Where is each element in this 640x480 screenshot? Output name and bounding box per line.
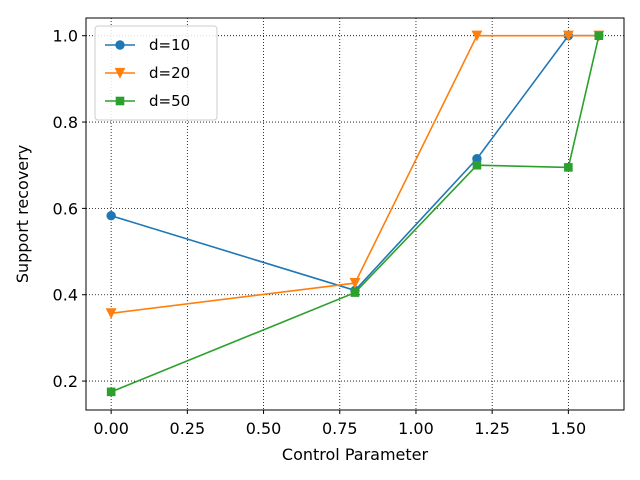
- legend-entry: d=10: [105, 36, 190, 54]
- legend-entry: d=20: [105, 64, 190, 82]
- data-point: [564, 163, 573, 172]
- x-tick-label: 1.25: [474, 419, 510, 438]
- series-d=50: [106, 31, 604, 397]
- axis-ticks: 0.00 0.25 0.50 0.75 1.00 1.25 1.50 0.2 0.4 0.6 0.8…: [53, 27, 587, 438]
- legend-marker: [115, 40, 125, 50]
- plot-frame: [85, 17, 625, 411]
- data-point: [106, 387, 116, 397]
- legend-entry: d=50: [105, 92, 190, 110]
- data-point: [106, 211, 116, 221]
- y-tick-label: 0.8: [53, 113, 78, 132]
- data-point: [105, 308, 117, 320]
- x-tick-label: 0.50: [246, 419, 282, 438]
- legend-label: d=50: [149, 92, 190, 110]
- y-tick-label: 0.6: [53, 199, 78, 218]
- y-tick-label: 1.0: [53, 27, 78, 46]
- legend: d=10 d=20 d=50: [94, 25, 218, 121]
- x-tick-label: 1.50: [551, 419, 587, 438]
- y-tick-label: 0.4: [53, 286, 78, 305]
- x-axis-label: Control Parameter: [282, 445, 429, 464]
- legend-label: d=10: [149, 36, 190, 54]
- data-point: [350, 288, 360, 297]
- x-tick-label: 0.75: [322, 419, 358, 438]
- y-tick-label: 0.2: [53, 372, 78, 391]
- data-point: [594, 31, 604, 41]
- y-axis-label: Support recovery: [13, 145, 32, 283]
- series-lines: [105, 30, 605, 397]
- legend-label: d=20: [149, 64, 190, 82]
- legend-marker: [115, 96, 125, 106]
- data-point: [471, 30, 483, 42]
- data-point: [562, 30, 574, 42]
- legend-marker: [114, 67, 126, 79]
- legend-box: [94, 25, 218, 121]
- x-tick-label: 0.25: [170, 419, 206, 438]
- x-tick-label: 1.00: [398, 419, 434, 438]
- x-tick-label: 0.00: [93, 419, 129, 438]
- data-point: [472, 160, 482, 170]
- data-point: [349, 277, 361, 289]
